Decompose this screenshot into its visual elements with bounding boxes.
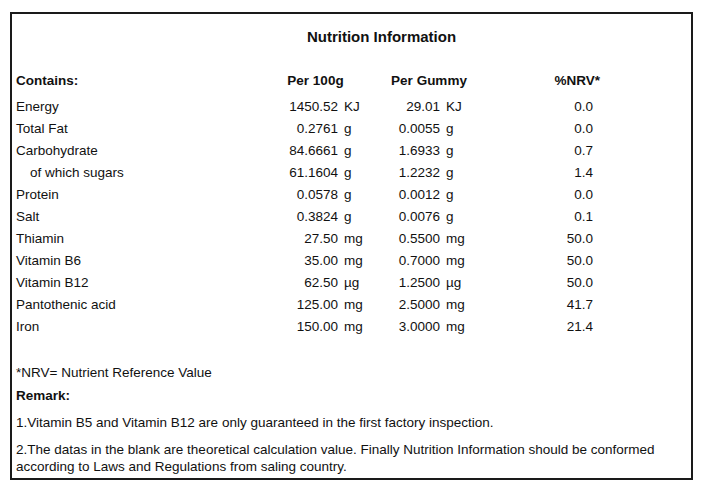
per-gummy-unit: mg xyxy=(440,250,480,272)
per-100g-value: 125.00 xyxy=(253,294,338,316)
table-row: Vitamin B1262.50µg1.2500µg50.0 xyxy=(15,272,688,294)
per-100g-unit: µg xyxy=(338,272,378,294)
nrv-value: 0.1 xyxy=(480,206,688,228)
per-gummy-unit: g xyxy=(440,118,480,140)
header-per-100g: Per 100g xyxy=(253,70,378,92)
per-gummy-value: 1.6933 xyxy=(378,140,440,162)
per-100g-value: 62.50 xyxy=(253,272,338,294)
per-gummy-unit: g xyxy=(440,162,480,184)
per-100g-value: 0.3824 xyxy=(253,206,338,228)
nutrient-name: Vitamin B6 xyxy=(15,250,253,272)
table-row: Iron150.00mg3.0000mg21.4 xyxy=(15,316,688,338)
per-100g-value: 35.00 xyxy=(253,250,338,272)
per-gummy-value: 0.7000 xyxy=(378,250,440,272)
per-gummy-unit: mg xyxy=(440,228,480,250)
per-gummy-unit: mg xyxy=(440,316,480,338)
per-gummy-unit: mg xyxy=(440,294,480,316)
per-gummy-value: 0.5500 xyxy=(378,228,440,250)
page-title: Nutrition Information xyxy=(45,26,693,48)
nrv-value: 0.0 xyxy=(480,184,688,206)
remark-note-1: 1.Vitamin B5 and Vitamin B12 are only gu… xyxy=(16,414,674,431)
nrv-value: 1.4 xyxy=(480,162,688,184)
nrv-definition: *NRV= Nutrient Reference Value xyxy=(16,364,674,381)
per-gummy-value: 2.5000 xyxy=(378,294,440,316)
table-row: Protein0.0578g0.0012g0.0 xyxy=(15,184,688,206)
per-100g-unit: g xyxy=(338,140,378,162)
per-100g-unit: mg xyxy=(338,228,378,250)
header-per-gummy: Per Gummy xyxy=(378,70,480,92)
per-100g-value: 150.00 xyxy=(253,316,338,338)
remark-note-2: 2.The datas in the blank are theoretical… xyxy=(16,441,674,475)
nutrition-label: Nutrition Information Contains: Per 100g… xyxy=(10,12,693,480)
per-gummy-unit: g xyxy=(440,206,480,228)
remark-label: Remark: xyxy=(16,387,674,404)
nutrient-name: Vitamin B12 xyxy=(15,272,253,294)
per-100g-unit: mg xyxy=(338,294,378,316)
label-footer: *NRV= Nutrient Reference Value Remark: 1… xyxy=(15,364,688,475)
nutrient-name: Total Fat xyxy=(15,118,253,140)
per-gummy-value: 0.0055 xyxy=(378,118,440,140)
per-100g-value: 61.1604 xyxy=(253,162,338,184)
per-gummy-value: 29.01 xyxy=(378,96,440,118)
per-gummy-unit: g xyxy=(440,184,480,206)
per-gummy-value: 3.0000 xyxy=(378,316,440,338)
per-100g-unit: g xyxy=(338,206,378,228)
per-gummy-unit: g xyxy=(440,140,480,162)
table-row: Thiamin27.50mg0.5500mg50.0 xyxy=(15,228,688,250)
nutrient-name: Pantothenic acid xyxy=(15,294,253,316)
nutrient-name: Salt xyxy=(15,206,253,228)
nrv-value: 21.4 xyxy=(480,316,688,338)
per-gummy-unit: KJ xyxy=(440,96,480,118)
per-100g-unit: g xyxy=(338,118,378,140)
nrv-value: 41.7 xyxy=(480,294,688,316)
table-row: Total Fat0.2761g0.0055g0.0 xyxy=(15,118,688,140)
nutrient-name: Protein xyxy=(15,184,253,206)
table-row: of which sugars61.1604g1.2232g1.4 xyxy=(15,162,688,184)
header-nrv: %NRV* xyxy=(480,70,688,92)
per-100g-value: 1450.52 xyxy=(253,96,338,118)
nutrient-name: Thiamin xyxy=(15,228,253,250)
per-100g-unit: g xyxy=(338,184,378,206)
nrv-value: 0.7 xyxy=(480,140,688,162)
nrv-value: 50.0 xyxy=(480,228,688,250)
per-100g-unit: g xyxy=(338,162,378,184)
nrv-value: 0.0 xyxy=(480,118,688,140)
nutrition-table: Contains: Per 100g Per Gummy %NRV* Energ… xyxy=(15,70,688,338)
table-row: Salt0.3824g0.0076g0.1 xyxy=(15,206,688,228)
table-row: Vitamin B635.00mg0.7000mg50.0 xyxy=(15,250,688,272)
nrv-value: 50.0 xyxy=(480,250,688,272)
per-100g-unit: KJ xyxy=(338,96,378,118)
per-100g-value: 84.6661 xyxy=(253,140,338,162)
nrv-value: 50.0 xyxy=(480,272,688,294)
table-row: Pantothenic acid125.00mg2.5000mg41.7 xyxy=(15,294,688,316)
per-100g-value: 0.0578 xyxy=(253,184,338,206)
per-gummy-unit: µg xyxy=(440,272,480,294)
per-gummy-value: 0.0076 xyxy=(378,206,440,228)
per-gummy-value: 1.2232 xyxy=(378,162,440,184)
nutrient-name: Carbohydrate xyxy=(15,140,253,162)
nrv-value: 0.0 xyxy=(480,96,688,118)
per-gummy-value: 0.0012 xyxy=(378,184,440,206)
per-gummy-value: 1.2500 xyxy=(378,272,440,294)
per-100g-unit: mg xyxy=(338,250,378,272)
table-row: Energy1450.52KJ29.01KJ0.0 xyxy=(15,96,688,118)
table-row: Carbohydrate84.6661g1.6933g0.7 xyxy=(15,140,688,162)
nutrient-name: Energy xyxy=(15,96,253,118)
table-body: Energy1450.52KJ29.01KJ0.0Total Fat0.2761… xyxy=(15,96,688,338)
header-contains: Contains: xyxy=(15,70,253,92)
nutrient-name: of which sugars xyxy=(15,162,253,184)
table-header-row: Contains: Per 100g Per Gummy %NRV* xyxy=(15,70,688,92)
per-100g-value: 27.50 xyxy=(253,228,338,250)
per-100g-value: 0.2761 xyxy=(253,118,338,140)
per-100g-unit: mg xyxy=(338,316,378,338)
nutrient-name: Iron xyxy=(15,316,253,338)
